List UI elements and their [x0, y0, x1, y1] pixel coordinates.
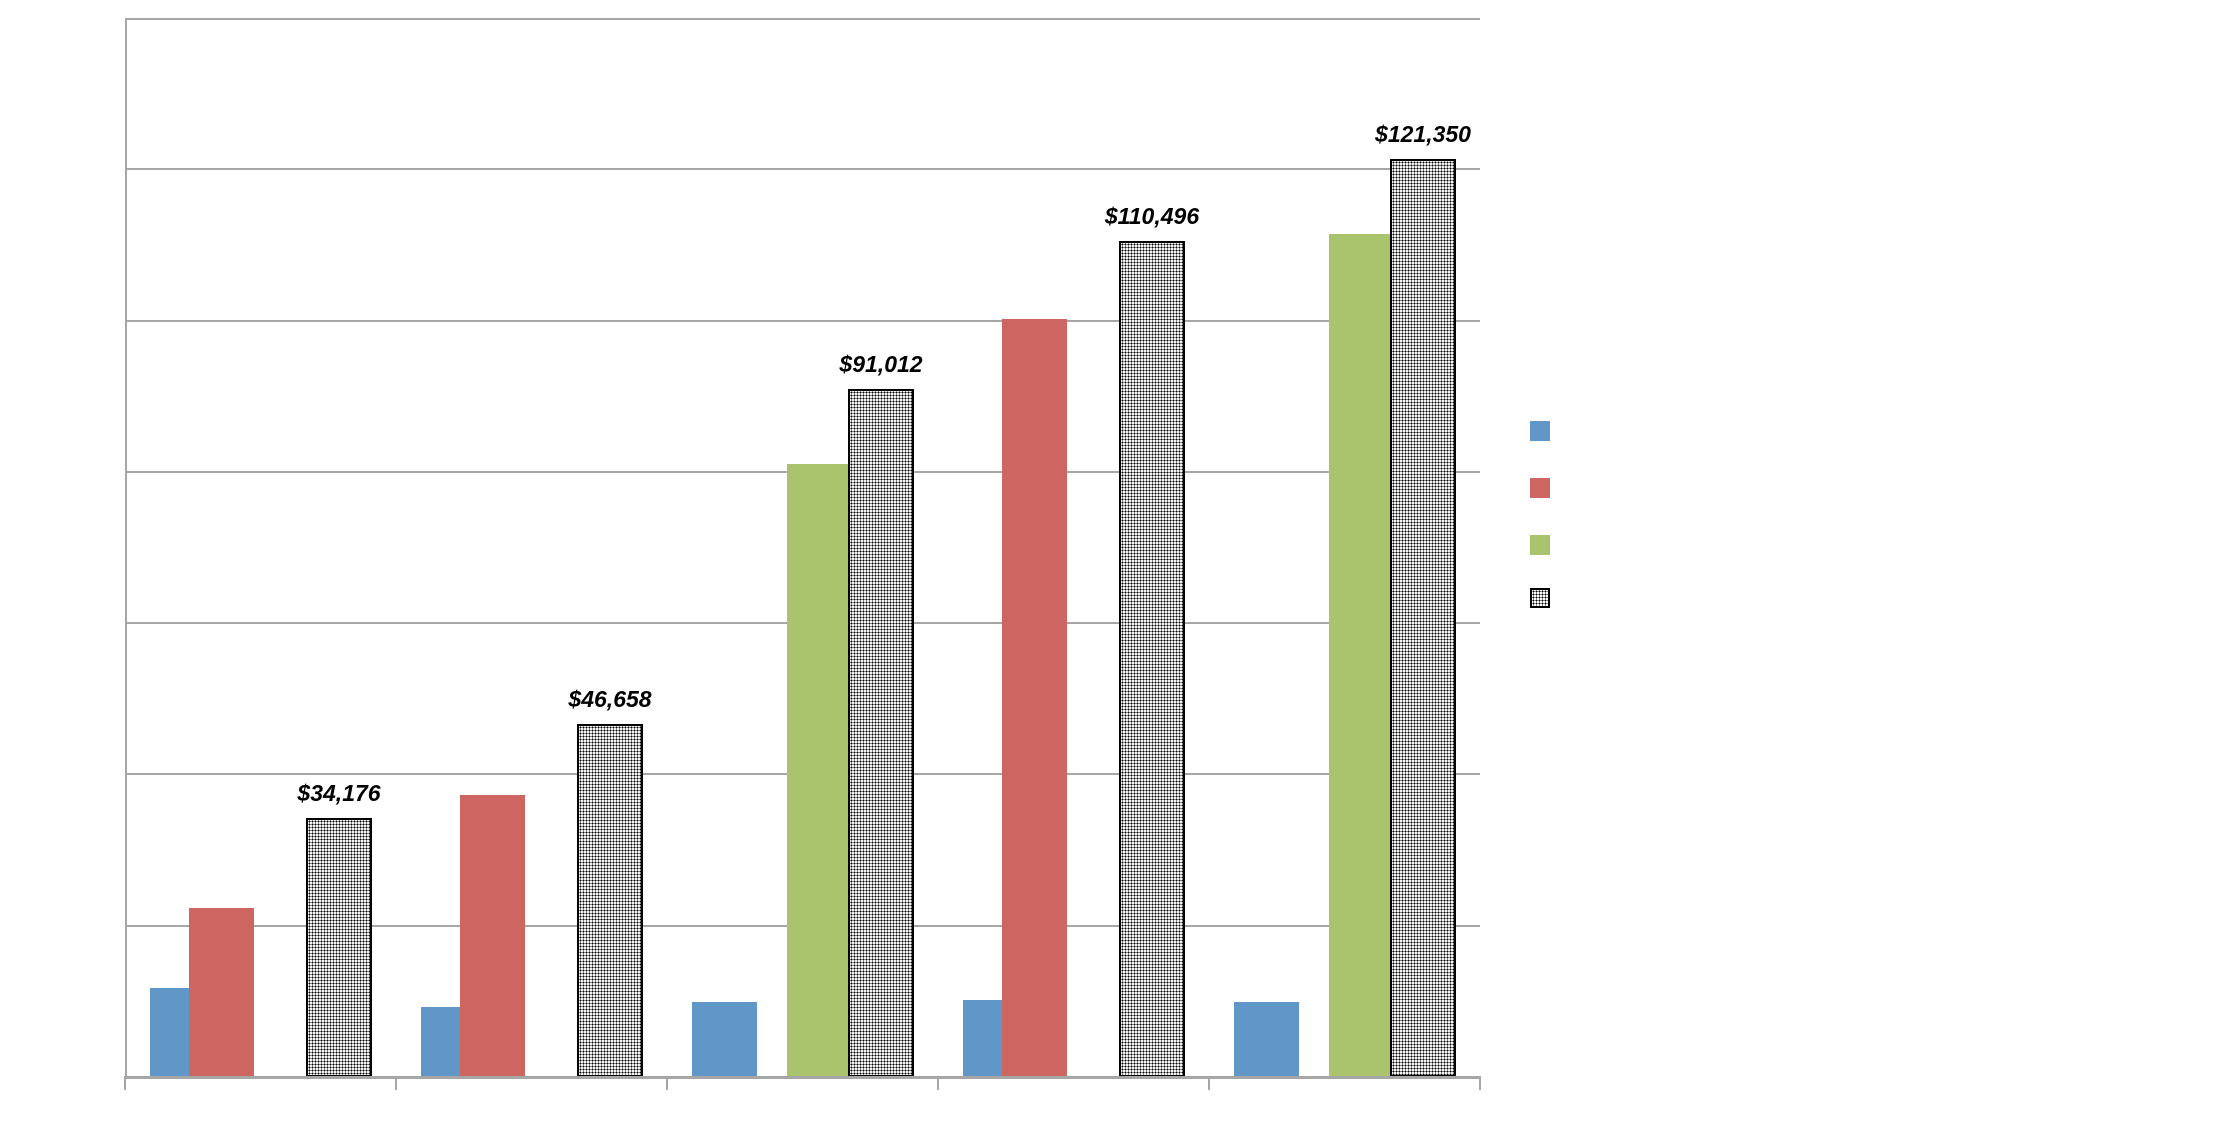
data-label: $110,496 — [1104, 203, 1200, 229]
red-series-bar — [189, 908, 254, 1077]
legend-swatch — [1530, 478, 1550, 498]
gridline — [125, 320, 1480, 322]
green-series-bar — [1329, 234, 1394, 1077]
total-series-bar — [1119, 241, 1185, 1077]
total-series-bar — [306, 818, 372, 1077]
gridline — [125, 168, 1480, 170]
legend-swatch — [1530, 588, 1550, 608]
x-tick — [124, 1076, 126, 1090]
x-axis — [125, 1076, 1481, 1079]
red-series-bar — [460, 795, 525, 1077]
data-label: $121,350 — [1375, 121, 1471, 147]
x-tick — [395, 1076, 397, 1090]
plot-area — [125, 18, 1480, 1077]
x-tick — [1208, 1076, 1210, 1090]
total-series-bar — [577, 724, 643, 1077]
total-series-bar — [1390, 159, 1456, 1077]
total-series-bar — [848, 389, 914, 1077]
x-tick — [1479, 1076, 1481, 1090]
green-series-bar — [787, 464, 852, 1077]
red-series-bar — [1002, 319, 1067, 1077]
x-tick — [666, 1076, 668, 1090]
blue-series-bar — [692, 1002, 757, 1077]
data-label: $34,176 — [297, 780, 381, 806]
x-tick — [937, 1076, 939, 1090]
data-label: $46,658 — [568, 686, 652, 712]
blue-series-bar — [1234, 1002, 1299, 1077]
data-label: $91,012 — [839, 351, 923, 377]
legend-swatch — [1530, 421, 1550, 441]
legend-swatch — [1530, 535, 1550, 555]
